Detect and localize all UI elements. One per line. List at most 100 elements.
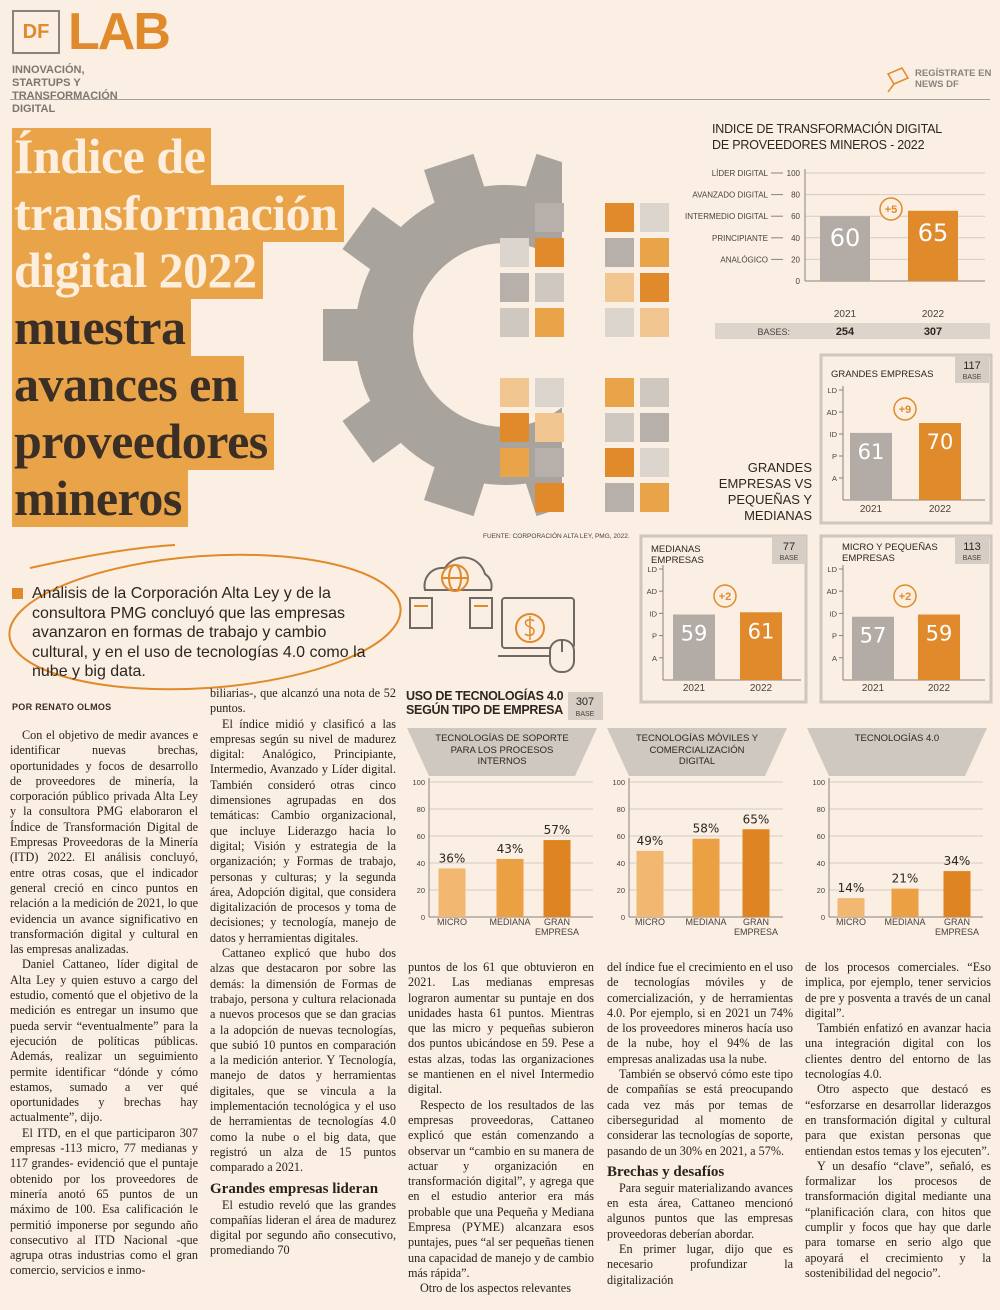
value-label: 65	[918, 219, 949, 247]
square	[605, 238, 634, 267]
payment-icon	[498, 597, 575, 673]
y-tick-label: ID	[650, 609, 658, 618]
lead-bullet	[12, 588, 23, 599]
square	[535, 203, 564, 232]
lead-circle	[8, 553, 402, 691]
y-tick-label: 40	[417, 859, 425, 868]
value-label: 36%	[439, 851, 466, 865]
panel-header	[807, 728, 987, 776]
x-tick-label: MICRO	[836, 917, 866, 927]
y-tick-label: 20	[617, 886, 625, 895]
register-icon	[886, 67, 910, 93]
value-label: 57	[860, 624, 887, 648]
square-pattern	[500, 203, 669, 512]
x-tick-label: MEDIANA	[489, 917, 531, 927]
change-label: +9	[899, 404, 912, 416]
headline: Índice de transformación digital 2022 muest…	[12, 128, 344, 527]
article-column: de los procesos comerciales. “Eso implic…	[805, 960, 991, 1308]
headline-line: transformación	[12, 185, 344, 242]
comparison-label: GRANDES EMPRESAS VS PEQUEÑAS Y MEDIANAS	[718, 460, 812, 523]
subheading: Brechas y desafíos	[607, 1163, 725, 1180]
bar	[636, 850, 664, 917]
paragraph: También se observó cómo este tipo de com…	[607, 1067, 793, 1158]
register-link[interactable]: REGÍSTRATE EN NEWS DF	[915, 68, 992, 90]
base-box	[772, 536, 806, 564]
x-tick-label: GRAN EMPRESA	[733, 917, 778, 937]
base-box	[955, 355, 989, 383]
square	[535, 413, 564, 442]
bar	[919, 423, 961, 500]
y-tick-label: A	[832, 474, 837, 483]
panel-title: TECNOLOGÍAS 4.0	[854, 733, 940, 744]
base-value: 113	[963, 541, 981, 553]
bar	[891, 888, 919, 917]
bar	[943, 871, 971, 917]
bar	[543, 840, 571, 917]
y-tick-label: LD	[647, 565, 657, 574]
y-tick-label: 80	[817, 805, 825, 814]
paragraph: del índice fue el crecimiento en el uso …	[607, 960, 793, 1066]
square	[500, 238, 529, 267]
paragraph: biliarias-, que alcanzó una nota de 52 p…	[210, 686, 396, 716]
paragraph: En primer lugar, dijo que es necesario p…	[607, 1242, 793, 1287]
x-tick-label: MICRO	[437, 917, 467, 927]
paragraph: de los procesos comerciales. “Eso implic…	[805, 960, 991, 1020]
value-label: 61	[858, 440, 885, 464]
y-tick-label: 60	[817, 832, 825, 841]
paragraph: Otro aspecto que destacó es “esforzarse …	[805, 1082, 991, 1158]
y-tick-label: 0	[421, 913, 425, 922]
source: FUENTE: CORPORACIÓN ALTA LEY, PMG, 2022.	[483, 533, 630, 540]
x-tick-label: 2022	[929, 504, 952, 515]
y-tick-label: 40	[817, 859, 825, 868]
y-tick-label: P	[832, 632, 837, 641]
paragraph: Con el objetivo de medir avances e ident…	[10, 728, 198, 957]
y-tick-label: 0	[821, 913, 825, 922]
paragraph: Respecto de los resultados de las empres…	[408, 1097, 594, 1280]
x-tick-label: 2022	[922, 309, 945, 320]
base-label: BASE	[963, 555, 982, 562]
square	[640, 378, 669, 407]
chart-title: GRANDES EMPRESAS	[831, 369, 934, 380]
base-label: BASE	[963, 374, 982, 381]
y-tick-label: 80	[417, 805, 425, 814]
y-tick-label: 100	[787, 169, 801, 178]
change-badge	[879, 197, 903, 221]
base-value: 117	[963, 360, 981, 372]
gear-tooth	[342, 397, 406, 464]
bar	[740, 612, 782, 680]
bases-band	[715, 323, 990, 339]
bar	[820, 216, 870, 281]
headline-line: avances en	[12, 356, 245, 413]
square	[500, 273, 529, 302]
paragraph: Para seguir materializando avances en es…	[607, 1180, 793, 1241]
value-label: 43%	[497, 842, 524, 856]
paragraph: El ITD, en el que participaron 307 empre…	[10, 1125, 198, 1278]
value-label: 57%	[544, 823, 571, 837]
square	[500, 413, 529, 442]
square	[605, 483, 634, 512]
y-tick-label: 40	[617, 859, 625, 868]
bar	[908, 210, 958, 281]
bases-label: BASES:	[757, 327, 790, 337]
x-tick-label: 2022	[750, 683, 773, 694]
x-tick-label: GRAN EMPRESA	[934, 917, 979, 937]
y-tick-label: P	[832, 452, 837, 461]
y-tick-label: AD	[827, 587, 838, 596]
level-label: ANALÓGICO	[720, 255, 768, 264]
byline: POR RENATO OLMOS	[12, 702, 112, 712]
y-tick-label: 40	[791, 234, 800, 243]
x-tick-label: 2022	[928, 683, 951, 694]
logo-df: DF	[12, 10, 60, 54]
logo-lab: LAB	[68, 3, 171, 61]
headline-line: mineros	[12, 470, 188, 527]
x-tick-label: 2021	[860, 504, 883, 515]
bar	[742, 829, 770, 917]
square	[535, 238, 564, 267]
y-tick-label: P	[652, 632, 657, 641]
paragraph: También enfatizó en avanzar hacia una in…	[805, 1021, 991, 1082]
change-label: +2	[899, 591, 912, 603]
square	[640, 448, 669, 477]
value-label: 60	[830, 224, 861, 252]
